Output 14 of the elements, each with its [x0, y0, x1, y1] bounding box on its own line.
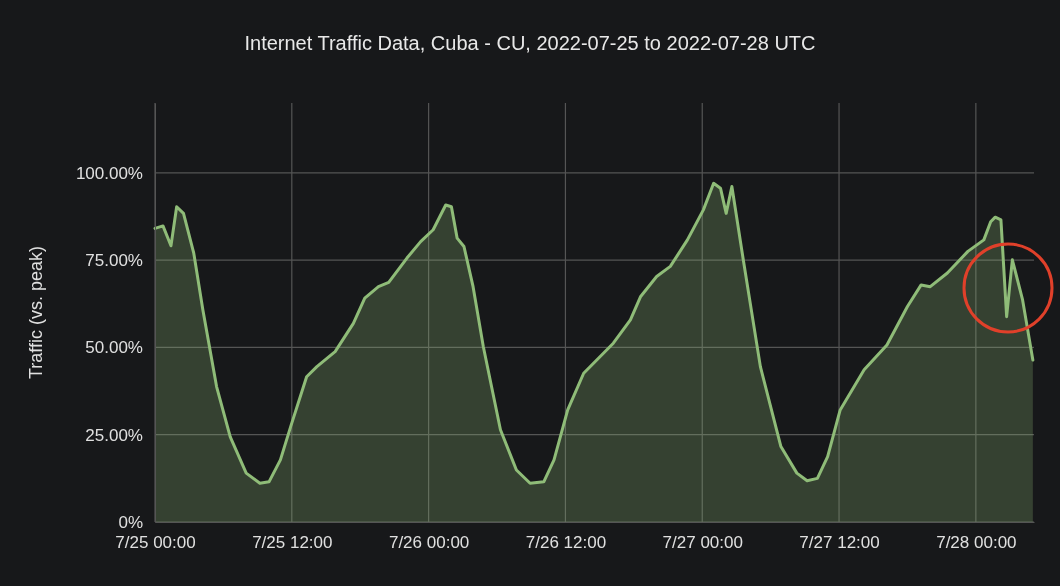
x-tick-label: 7/25 12:00 — [252, 533, 333, 553]
y-tick-label: 100.00% — [75, 163, 143, 183]
y-axis-title: Traffic (vs. peak) — [26, 245, 46, 380]
y-tick-label: 0% — [118, 512, 143, 532]
x-tick-label: 7/27 12:00 — [799, 533, 880, 553]
chart-title: Internet Traffic Data, Cuba - CU, 2022-07-25 to 2022-07-28 UTC — [244, 32, 816, 54]
x-tick-label: 7/25 00:00 — [115, 533, 196, 553]
y-tick-label: 25.00% — [85, 425, 143, 445]
x-tick-label: 7/26 12:00 — [525, 533, 607, 553]
x-tick-label: 7/26 00:00 — [388, 533, 470, 553]
y-tick-label: 75.00% — [85, 251, 143, 271]
y-tick-label: 50.00% — [85, 338, 143, 358]
x-tick-label: 7/27 00:00 — [662, 533, 743, 553]
x-tick-label: 7/28 00:00 — [936, 533, 1017, 553]
